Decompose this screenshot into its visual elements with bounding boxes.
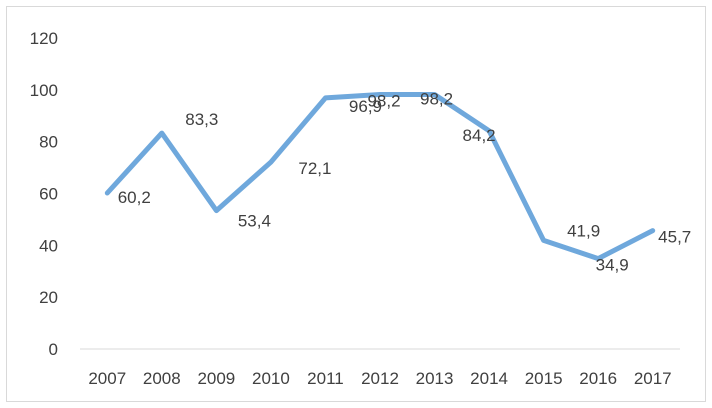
y-tick-label: 40: [39, 236, 58, 255]
x-tick-label: 2007: [88, 369, 126, 388]
y-tick-label: 120: [30, 29, 58, 48]
data-label: 53,4: [238, 212, 271, 231]
y-tick-label: 60: [39, 185, 58, 204]
data-label: 98,2: [367, 91, 400, 110]
x-tick-label: 2009: [197, 369, 235, 388]
x-tick-label: 2017: [634, 369, 672, 388]
x-tick-label: 2012: [361, 369, 399, 388]
data-label: 60,2: [118, 188, 151, 207]
y-axis-ticks: 0 20 40 60 80 100 120: [30, 29, 58, 359]
y-tick-label: 0: [49, 340, 58, 359]
data-label: 45,7: [658, 228, 691, 247]
series-line: [104, 92, 656, 262]
data-label: 72,1: [298, 159, 331, 178]
data-label: 83,3: [185, 110, 218, 129]
data-label: 41,9: [567, 221, 600, 240]
data-label: 34,9: [596, 256, 629, 275]
data-label: 96,9: [349, 97, 382, 116]
data-label: 84,2: [463, 126, 496, 145]
x-tick-label: 2013: [416, 369, 454, 388]
data-label: 98,2: [420, 89, 453, 108]
x-tick-label: 2016: [579, 369, 617, 388]
y-tick-label: 80: [39, 133, 58, 152]
x-tick-label: 2015: [525, 369, 563, 388]
y-tick-label: 20: [39, 288, 58, 307]
x-tick-label: 2014: [470, 369, 508, 388]
x-axis-ticks: 2007 2008 2009 2010 2011 2012 2013 2014 2015 2016…: [88, 369, 671, 388]
chart-frame: [6, 6, 706, 402]
x-tick-label: 2008: [143, 369, 181, 388]
x-tick-label: 2010: [252, 369, 290, 388]
y-tick-label: 100: [30, 81, 58, 100]
x-tick-label: 2011: [307, 369, 344, 388]
data-labels: 60,283,353,472,196,998,2 98,284,241,934,9…: [118, 89, 692, 274]
